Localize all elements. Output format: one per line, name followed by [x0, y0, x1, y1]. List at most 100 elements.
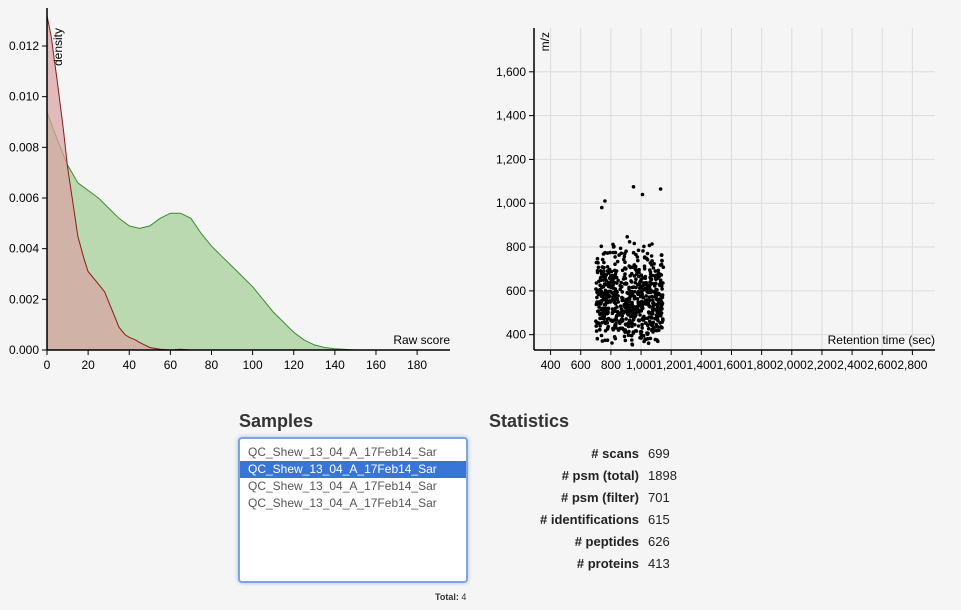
scatter-point	[649, 254, 654, 258]
scatter-point	[630, 321, 634, 326]
scatter-point	[598, 312, 602, 317]
density-x-tick-label-120: 120	[284, 358, 304, 372]
scatter-point	[624, 304, 629, 309]
scatter-point	[654, 322, 658, 327]
scatter-point	[658, 325, 663, 329]
scatter-point	[638, 330, 643, 334]
scatter-point	[640, 326, 644, 330]
density-x-tick-label-180: 180	[407, 358, 427, 372]
stat-label: # psm (total)	[561, 467, 639, 483]
scatter-point	[626, 333, 631, 338]
density-y-tick-label-6: 0.012	[9, 39, 39, 53]
scatter-point	[629, 289, 634, 294]
scatter-point	[613, 255, 617, 259]
sample-item[interactable]: QC_Shew_13_04_A_17Feb14_Sar	[248, 445, 437, 459]
sample-item[interactable]: QC_Shew_13_04_A_17Feb14_Sar	[248, 479, 437, 493]
scatter-point	[605, 251, 610, 255]
scatter-point	[630, 309, 635, 314]
scatter-point	[654, 328, 658, 333]
scatter-point	[627, 285, 631, 290]
scatter-point	[638, 286, 642, 291]
scatter-y-tick-label-800: 800	[506, 240, 526, 254]
density-x-tick-label-100: 100	[243, 358, 263, 372]
density-y-tick-label-0: 0.000	[9, 343, 39, 357]
scatter-point	[625, 235, 629, 239]
scatter-point	[600, 257, 605, 262]
stat-label: # peptides	[574, 533, 639, 549]
scatter-point	[649, 289, 654, 293]
scatter-point	[594, 287, 598, 291]
scatter-point	[618, 283, 622, 288]
scatter-point	[599, 308, 604, 312]
scatter-x-axis-label: Retention time (sec)	[828, 333, 935, 347]
scatter-point	[642, 244, 646, 249]
scatter-point	[594, 324, 598, 328]
scatter-point	[655, 310, 660, 315]
scatter-point	[640, 322, 644, 327]
statistics-row: # peptides 626	[500, 530, 677, 552]
scatter-point	[636, 274, 641, 279]
scatter-point	[645, 323, 650, 328]
scatter-point	[656, 318, 660, 323]
scatter-x-tick-label-2200: 2,200	[807, 358, 837, 372]
scatter-point	[632, 313, 636, 318]
scatter-point	[650, 311, 655, 316]
scatter-point	[647, 290, 651, 295]
scatter-point	[654, 294, 659, 299]
scatter-y-tick-label-1400: 1,400	[496, 109, 526, 123]
scatter-point	[620, 290, 625, 294]
scatter-point	[614, 289, 619, 294]
scatter-point	[647, 243, 652, 248]
statistics-row: # psm (filter) 701	[500, 486, 677, 508]
density-x-tick-label-60: 60	[164, 358, 178, 372]
scatter-point	[643, 337, 648, 342]
scatter-point	[611, 250, 615, 255]
scatter-point	[630, 338, 634, 342]
density-y-tick-label-3: 0.006	[9, 191, 39, 205]
scatter-point	[616, 311, 620, 315]
scatter-point	[628, 274, 632, 278]
scatter-point	[602, 302, 607, 307]
scatter-point	[633, 329, 638, 333]
scatter-point	[636, 324, 641, 328]
scatter-point	[649, 277, 653, 281]
samples-list[interactable]: QC_Shew_13_04_A_17Feb14_Sar QC_Shew_13_04…	[238, 437, 468, 583]
scatter-point	[618, 287, 622, 292]
scatter-point	[595, 336, 600, 341]
scatter-point	[636, 248, 641, 253]
stat-value: 699	[648, 445, 670, 461]
scatter-point	[643, 276, 648, 281]
scatter-point	[635, 255, 640, 259]
scatter-point	[656, 268, 661, 273]
scatter-point	[613, 262, 617, 267]
scatter-point	[651, 266, 656, 270]
scatter-point	[612, 335, 617, 339]
scatter-point	[629, 314, 633, 319]
scatter-point	[641, 333, 646, 338]
sample-item[interactable]: QC_Shew_13_04_A_17Feb14_Sar	[248, 496, 437, 510]
scatter-point	[637, 270, 641, 275]
scatter-point	[601, 269, 606, 274]
sample-item[interactable]: QC_Shew_13_04_A_17Feb14_Sar	[240, 461, 466, 478]
scatter-point	[651, 330, 655, 334]
scatter-point	[645, 300, 649, 304]
scatter-point	[659, 311, 664, 315]
density-plot-area	[46, 15, 397, 351]
scatter-point	[640, 305, 644, 310]
scatter-point	[632, 290, 637, 294]
scatter-y-tick-label-600: 600	[506, 284, 526, 298]
scatter-point	[627, 240, 632, 244]
scatter-point	[616, 278, 620, 283]
stat-value: 626	[648, 533, 670, 549]
scatter-point	[627, 297, 632, 302]
scatter-point	[635, 306, 640, 311]
density-y-tick-label-4: 0.008	[9, 140, 39, 154]
scatter-point	[611, 245, 616, 249]
samples-title: Samples	[239, 411, 314, 431]
scatter-point	[634, 277, 638, 282]
scatter-point	[644, 294, 648, 298]
scatter-point	[598, 316, 602, 321]
scatter-y-tick-label-1600: 1,600	[496, 65, 526, 79]
stat-value: 1898	[648, 467, 677, 483]
scatter-point	[650, 323, 654, 328]
